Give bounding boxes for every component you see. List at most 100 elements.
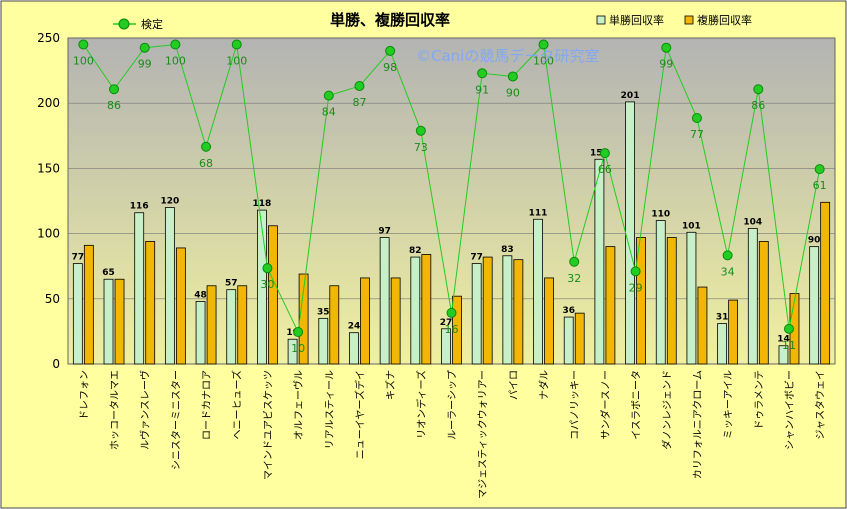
bar-win (441, 328, 451, 365)
bar-win (717, 323, 728, 365)
bar-data-label: 57 (225, 279, 238, 289)
bar-win (226, 289, 237, 365)
test-point-label: 100 (165, 55, 186, 68)
y-axis-ticks: 0 50 100 150 200 250 (37, 31, 60, 371)
gridlines (68, 102, 835, 300)
test-point-label: 86 (107, 99, 121, 112)
test-point-label: 61 (813, 179, 827, 192)
bar-data-label: 77 (470, 253, 483, 263)
category-label: キズナ (384, 370, 397, 400)
bar-win (563, 316, 574, 365)
test-point (385, 45, 396, 56)
bar-data-label: 24 (348, 322, 361, 332)
category-label: シニスターミニスター (170, 370, 182, 470)
test-point (569, 256, 580, 267)
category-label: マインドユアビスケッツ (262, 370, 274, 480)
category-label: カリフォルニアクローム (692, 370, 704, 479)
bar-win (747, 227, 758, 365)
test-point (446, 307, 457, 318)
line-series: 100 86 99 100 68 100 30 10 84 87 98 73 16 91 90 100 32 66… (73, 39, 827, 355)
bar-data-label: 104 (743, 217, 762, 227)
bar-win (809, 246, 820, 365)
test-point-label: 100 (533, 55, 554, 68)
bar-place (666, 237, 677, 365)
bar-win (287, 338, 298, 365)
bar-place (728, 299, 739, 365)
y-tick-label: 100 (37, 227, 60, 241)
test-point (507, 71, 518, 82)
bar-data-label: 36 (562, 306, 575, 316)
legend-bar1-swatch (596, 15, 606, 25)
test-point-label: 30 (260, 278, 274, 291)
test-point (814, 164, 825, 175)
bar-data-label: 201 (621, 91, 640, 101)
bar-data-label: 90 (808, 236, 821, 246)
bar-data-label: 101 (682, 221, 701, 231)
test-point-label: 34 (721, 265, 735, 278)
legend-bar2-swatch (684, 15, 694, 25)
category-label: ホッコータルマエ (109, 370, 121, 450)
bar-place (329, 285, 340, 365)
test-point-label: 77 (690, 128, 704, 141)
test-point-label: 99 (138, 58, 152, 71)
test-point (78, 39, 89, 50)
bar-data-label: 35 (317, 307, 330, 317)
bar-data-label: 83 (501, 245, 514, 255)
test-point-label: 66 (598, 163, 612, 176)
test-point-label: 100 (73, 55, 94, 68)
test-point (262, 263, 273, 274)
category-label: イスラボニータ (631, 370, 643, 440)
test-point (753, 84, 764, 95)
test-point (538, 39, 549, 50)
bar-data-label: 111 (529, 208, 548, 218)
test-point-label: 84 (322, 106, 336, 119)
bar-place (114, 278, 125, 365)
test-point-label: 10 (291, 342, 305, 355)
bar-data-label: 27 (440, 318, 453, 328)
category-label: ルヴァンスレーヴ (139, 370, 152, 450)
bar-series: 77 65 116 120 48 57 118 19 35 24 97 82 27 77 83 111 36 15… (72, 91, 831, 365)
category-label: オルフェーヴル (292, 370, 305, 440)
bar-win (164, 207, 175, 365)
test-point-label: 100 (226, 55, 247, 68)
test-point-label: 90 (506, 86, 520, 99)
test-point-label: 68 (199, 157, 213, 170)
bar-win (72, 263, 83, 365)
category-label: ロードカナロア (201, 370, 213, 440)
bar-place (145, 241, 156, 365)
bar-win (625, 101, 635, 365)
y-tick-label: 250 (37, 31, 60, 45)
y-tick-label: 200 (37, 96, 60, 110)
bar-data-label: 19 (286, 328, 299, 338)
bar-win (257, 209, 267, 365)
bar-place (360, 277, 370, 365)
category-label: ドゥラメンテ (753, 370, 765, 430)
bar-data-label: 48 (194, 290, 207, 300)
test-point (599, 148, 610, 159)
test-point-label: 32 (567, 272, 581, 285)
bar-place (83, 244, 94, 365)
y-tick-label: 50 (45, 292, 60, 306)
category-label: コパノリッキー (569, 370, 581, 440)
test-point (170, 39, 181, 50)
test-point (722, 250, 733, 261)
bar-win (134, 212, 145, 365)
test-point (783, 323, 794, 334)
category-label: ドレフォン (79, 370, 90, 420)
y-tick-label: 150 (37, 161, 60, 175)
test-point-label: 11 (782, 339, 796, 352)
category-label: サンダースノー (599, 370, 612, 440)
bar-data-label: 116 (130, 202, 149, 212)
bar-win (686, 231, 697, 365)
bar-place (574, 312, 585, 365)
bar-win (533, 218, 543, 365)
category-label: パイロ (508, 370, 520, 400)
bar-data-label: 31 (716, 313, 729, 323)
category-label: ニューイヤーズデイ (353, 370, 366, 459)
category-label: マジェスティックウォリアー (477, 370, 489, 499)
test-point-label: 98 (383, 61, 397, 74)
bar-place (605, 246, 616, 365)
test-point-label: 91 (475, 83, 489, 96)
test-point-label: 86 (751, 99, 765, 112)
